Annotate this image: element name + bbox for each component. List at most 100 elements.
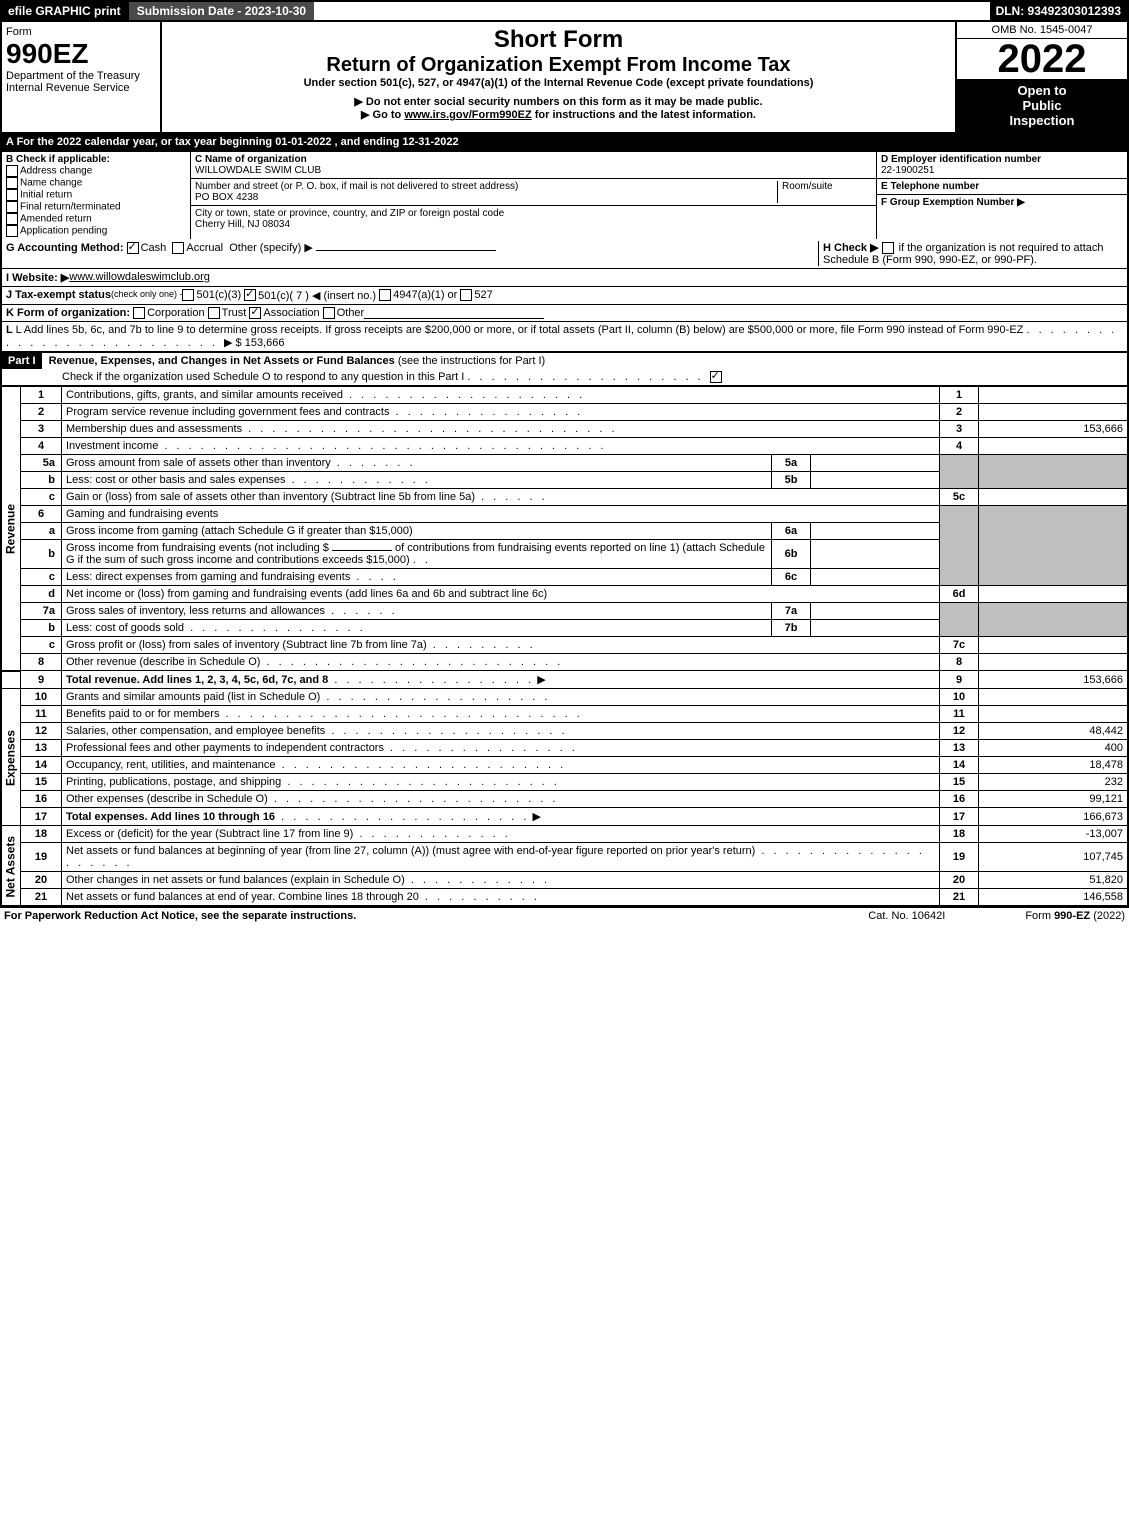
c-name-val: WILLOWDALE SWIM CLUB — [195, 165, 321, 176]
l6a-sl: 6a — [772, 523, 811, 540]
l5a-sv — [811, 455, 940, 472]
form-title: Return of Organization Exempt From Incom… — [166, 54, 951, 77]
cb-amended-return[interactable]: Amended return — [6, 213, 186, 225]
cb-accrual[interactable] — [172, 242, 184, 254]
l4-rv — [979, 438, 1129, 455]
l14-num: 14 — [21, 757, 62, 774]
part1-table: Revenue 1 Contributions, gifts, grants, … — [0, 386, 1129, 907]
e-phone-cell: E Telephone number — [877, 179, 1127, 195]
cb-trust[interactable] — [208, 307, 220, 319]
l5b-sl: 5b — [772, 472, 811, 489]
part1-header-row: Part I Revenue, Expenses, and Changes in… — [0, 352, 1129, 386]
l6b-sv — [811, 540, 940, 569]
l7a-num: 7a — [21, 603, 62, 620]
cb-address-change[interactable]: Address change — [6, 165, 186, 177]
expenses-section-label: Expenses — [1, 689, 21, 826]
cb-name-change[interactable]: Name change — [6, 177, 186, 189]
row-l: L L Add lines 5b, 6c, and 7b to line 9 t… — [2, 322, 1127, 352]
l9-desc: Total revenue. Add lines 1, 2, 3, 4, 5c,… — [66, 674, 328, 686]
website-link[interactable]: www.willowdaleswimclub.org — [69, 271, 210, 284]
l12-rn: 12 — [940, 723, 979, 740]
l8-rv — [979, 654, 1129, 671]
cb-final-return[interactable]: Final return/terminated — [6, 201, 186, 213]
l6-shade — [940, 506, 979, 586]
l19-desc: Net assets or fund balances at beginning… — [66, 845, 755, 857]
j-501c: 501(c)( 7 ) ◀ (insert no.) — [258, 289, 376, 302]
l19-num: 19 — [21, 843, 62, 872]
g-other: Other (specify) ▶ — [229, 242, 313, 254]
l2-rv — [979, 404, 1129, 421]
cb-application-pending[interactable]: Application pending — [6, 225, 186, 237]
instr-pre: ▶ Go to — [361, 109, 404, 121]
f-group-label: F Group Exemption Number ▶ — [881, 197, 1025, 208]
l5a-num: 5a — [21, 455, 62, 472]
l3-num: 3 — [21, 421, 62, 438]
l7-shade — [940, 603, 979, 637]
j-501c3: 501(c)(3) — [196, 289, 241, 302]
cb-corp[interactable] — [133, 307, 145, 319]
l4-rn: 4 — [940, 438, 979, 455]
l11-num: 11 — [21, 706, 62, 723]
instr-post: for instructions and the latest informat… — [532, 109, 756, 121]
cb-other[interactable] — [323, 307, 335, 319]
cb-527[interactable] — [460, 289, 472, 301]
j-4947: 4947(a)(1) or — [393, 289, 457, 302]
k-other-blank[interactable] — [364, 307, 544, 319]
l17-desc: Total expenses. Add lines 10 through 16 — [66, 811, 275, 823]
c-city-label: City or town, state or province, country… — [195, 208, 504, 219]
l1-desc: Contributions, gifts, grants, and simila… — [66, 389, 343, 401]
form-number: 990EZ — [6, 38, 156, 70]
d-ein-label: D Employer identification number — [881, 154, 1041, 165]
l1-rv — [979, 387, 1129, 404]
open-to-public: Open to Public Inspection — [957, 79, 1127, 132]
row-i: I Website: ▶ www.willowdaleswimclub.org — [2, 269, 1127, 287]
l4-num: 4 — [21, 438, 62, 455]
cb-501c3[interactable] — [182, 289, 194, 301]
i-label: I Website: ▶ — [6, 271, 69, 284]
cb-cash[interactable] — [127, 242, 139, 254]
cb-assoc[interactable] — [249, 307, 261, 319]
cb-4947[interactable] — [379, 289, 391, 301]
l10-num: 10 — [21, 689, 62, 706]
form-word: Form — [6, 26, 156, 38]
h-label: H Check ▶ — [823, 242, 882, 254]
l6c-desc: Less: direct expenses from gaming and fu… — [66, 571, 350, 583]
f-group-cell: F Group Exemption Number ▶ — [877, 195, 1127, 210]
l7b-sv — [811, 620, 940, 637]
instructions-link[interactable]: www.irs.gov/Form990EZ — [404, 109, 531, 121]
l2-desc: Program service revenue including govern… — [66, 406, 389, 418]
l7c-rv — [979, 637, 1129, 654]
rev-spacer — [1, 671, 21, 689]
cb-501c[interactable] — [244, 289, 256, 301]
l5c-num: c — [21, 489, 62, 506]
c-room-label: Room/suite — [777, 181, 872, 203]
l15-num: 15 — [21, 774, 62, 791]
revenue-section-label: Revenue — [1, 387, 21, 671]
efile-print[interactable]: efile GRAPHIC print — [2, 2, 127, 20]
l5a-sl: 5a — [772, 455, 811, 472]
l6-shade-v — [979, 506, 1129, 586]
l14-rn: 14 — [940, 757, 979, 774]
l6a-desc: Gross income from gaming (attach Schedul… — [62, 523, 772, 540]
l21-num: 21 — [21, 889, 62, 907]
c-street-label: Number and street (or P. O. box, if mail… — [195, 181, 518, 192]
l19-rv: 107,745 — [979, 843, 1129, 872]
l18-desc: Excess or (deficit) for the year (Subtra… — [66, 828, 353, 840]
l7b-desc: Less: cost of goods sold — [66, 622, 184, 634]
l1-num: 1 — [21, 387, 62, 404]
footer-right: Form 990-EZ (2022) — [1025, 910, 1125, 922]
cb-h[interactable] — [882, 242, 894, 254]
l17-rv: 166,673 — [979, 808, 1129, 826]
g-other-blank[interactable] — [316, 250, 496, 251]
netassets-section-label: Net Assets — [1, 826, 21, 907]
l9-num: 9 — [21, 671, 62, 689]
l5b-num: b — [21, 472, 62, 489]
l6b-blank[interactable] — [332, 550, 392, 551]
bc-def-section: B Check if applicable: Address change Na… — [0, 152, 1129, 239]
cb-schedule-o[interactable] — [710, 371, 722, 383]
submission-date: Submission Date - 2023-10-30 — [127, 2, 314, 20]
cb-initial-return[interactable]: Initial return — [6, 189, 186, 201]
top-bar: efile GRAPHIC print Submission Date - 20… — [0, 0, 1129, 22]
g-label: G Accounting Method: — [6, 242, 124, 254]
l16-desc: Other expenses (describe in Schedule O) — [66, 793, 268, 805]
